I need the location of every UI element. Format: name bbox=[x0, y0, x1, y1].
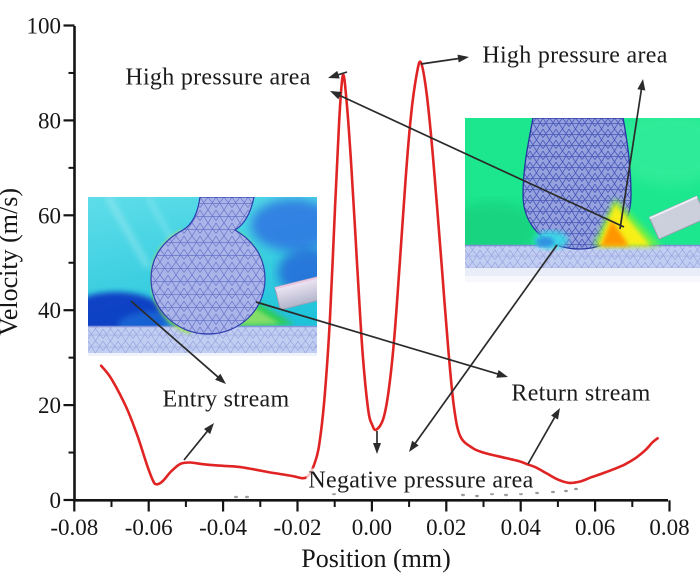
arrow-negative-pressure-from-valley-head bbox=[373, 443, 381, 454]
cfd-inset-right-image bbox=[465, 118, 700, 282]
arrow-negative-pressure-from-right-inset bbox=[411, 244, 558, 448]
arrow-return-stream-from-left-inset bbox=[255, 301, 503, 377]
arrow-high-pressure-right-from-peak2-head bbox=[457, 54, 469, 63]
x-tick-label: -0.02 bbox=[274, 515, 322, 540]
axis-speck bbox=[574, 487, 578, 491]
axis-speck bbox=[461, 493, 465, 497]
x-tick-label: 0.02 bbox=[426, 515, 466, 540]
arrow-entry-stream-from-left-inset bbox=[130, 300, 223, 381]
cfd-inset-left bbox=[88, 197, 317, 356]
cfd-inset-left-image bbox=[88, 197, 317, 356]
axis-speck bbox=[551, 490, 555, 494]
arrow-high-pressure-left-from-right-inset bbox=[335, 92, 625, 228]
label-negative-pressure-area: Negative pressure area bbox=[306, 467, 536, 494]
arrow-high-pressure-left-from-right-inset-head bbox=[330, 91, 342, 100]
y-tick-label: 100 bbox=[27, 14, 62, 39]
axis-speck bbox=[535, 491, 539, 495]
axis-speck bbox=[475, 494, 479, 498]
negative-pressure-spot bbox=[534, 231, 568, 249]
arrow-negative-pressure-from-right-inset-head bbox=[409, 440, 419, 452]
axis-speck bbox=[234, 495, 238, 499]
arrow-high-pressure-right-from-inset-contact-head bbox=[637, 79, 646, 91]
arrow-high-pressure-right-from-peak2 bbox=[420, 57, 464, 65]
y-tick-label: 20 bbox=[38, 393, 61, 418]
x-tick-label: 0.00 bbox=[352, 515, 392, 540]
velocity-curve bbox=[99, 60, 659, 486]
y-tick-label: 0 bbox=[50, 488, 62, 513]
axis-speck bbox=[504, 493, 508, 497]
x-axis-title: Position (mm) bbox=[301, 544, 451, 573]
axes-spines bbox=[73, 26, 668, 502]
x-tick-label: 0.08 bbox=[649, 515, 689, 540]
arrow-high-pressure-left-from-peak1-head bbox=[328, 70, 340, 79]
arrow-entry-stream-from-curve-head bbox=[203, 423, 214, 435]
arrow-return-stream-from-curve-head bbox=[551, 408, 560, 420]
y-tick-label: 80 bbox=[38, 108, 61, 133]
arrow-entry-stream-from-left-inset-head bbox=[215, 373, 226, 384]
arrow-return-stream-from-left-inset-head bbox=[496, 370, 508, 378]
x-tick-label: -0.04 bbox=[199, 515, 247, 540]
label-return-stream: Return stream bbox=[509, 380, 653, 407]
grinding-tool bbox=[648, 195, 700, 240]
label-high-pressure-area-left: High pressure area bbox=[123, 64, 313, 91]
x-tick-label: 0.04 bbox=[501, 515, 542, 540]
arrow-entry-stream-from-curve bbox=[183, 427, 211, 461]
axis-speck bbox=[245, 495, 249, 499]
right-inset-shading bbox=[465, 118, 700, 258]
arrow-high-pressure-right-from-inset-contact bbox=[619, 84, 643, 230]
droplet-mesh bbox=[150, 197, 266, 335]
y-tick-label: 60 bbox=[38, 203, 61, 228]
arrow-return-stream-from-curve bbox=[527, 412, 558, 465]
label-entry-stream: Entry stream bbox=[160, 386, 292, 413]
label-high-pressure-area-right: High pressure area bbox=[480, 42, 670, 69]
x-tick-label: 0.06 bbox=[575, 515, 615, 540]
y-tick-label: 40 bbox=[38, 298, 61, 323]
x-tick-label: -0.06 bbox=[125, 515, 173, 540]
x-tick-label: -0.08 bbox=[50, 515, 98, 540]
axis-speck bbox=[564, 489, 568, 493]
cfd-inset-right bbox=[465, 118, 700, 282]
y-axis-title: Velocity (m/s) bbox=[0, 188, 23, 336]
high-pressure-region bbox=[593, 198, 661, 246]
grinding-tool bbox=[274, 274, 317, 311]
workpiece-mesh bbox=[465, 244, 700, 282]
